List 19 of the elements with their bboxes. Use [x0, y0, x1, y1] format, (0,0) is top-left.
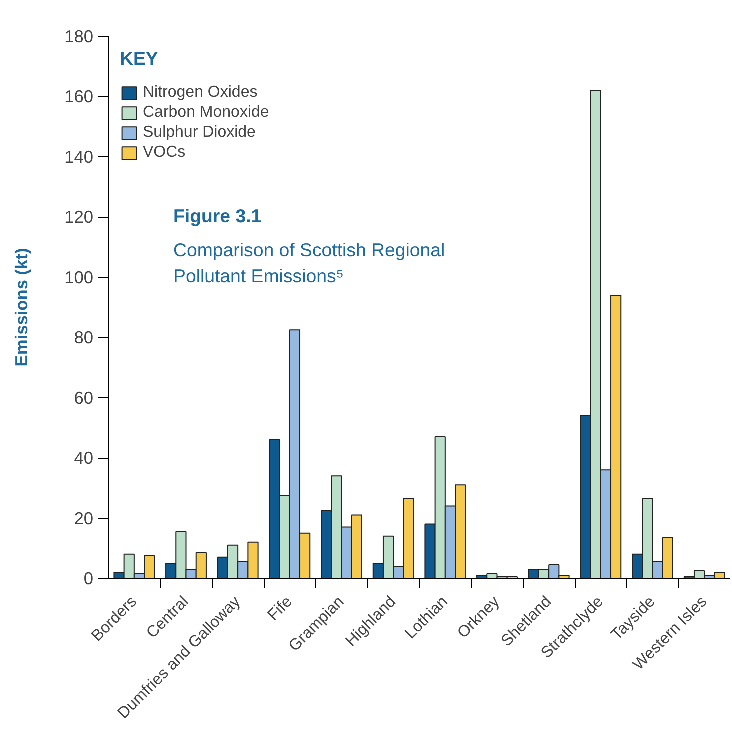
legend-label: VOCs	[143, 144, 186, 162]
y-axis-title: Emissions (kt)	[12, 248, 32, 367]
text: Figure 3.1	[174, 206, 262, 226]
y-tick-label: 20	[74, 508, 94, 528]
legend-label: Sulphur Dioxide	[143, 124, 256, 142]
y-tick-label: 180	[64, 26, 94, 46]
y-tick-label: 120	[64, 207, 94, 228]
y-tick-label: 80	[74, 328, 94, 348]
x-tick-label: Fife	[265, 593, 296, 624]
y-tick-label: 140	[64, 146, 94, 167]
y-tick-label: 100	[64, 267, 94, 288]
y-tick-label: 0	[84, 568, 94, 588]
y-tick-label: 160	[64, 86, 94, 107]
y-tick-label: 40	[74, 448, 94, 468]
legend-title: KEY	[120, 48, 160, 70]
y-tick-label: 60	[74, 388, 94, 408]
legend-label: Nitrogen Oxides	[143, 84, 258, 102]
legend-label: Carbon Monoxide	[143, 104, 270, 122]
text: Comparison of Scottish Regional Pollutant Emissions⁵	[174, 240, 446, 286]
